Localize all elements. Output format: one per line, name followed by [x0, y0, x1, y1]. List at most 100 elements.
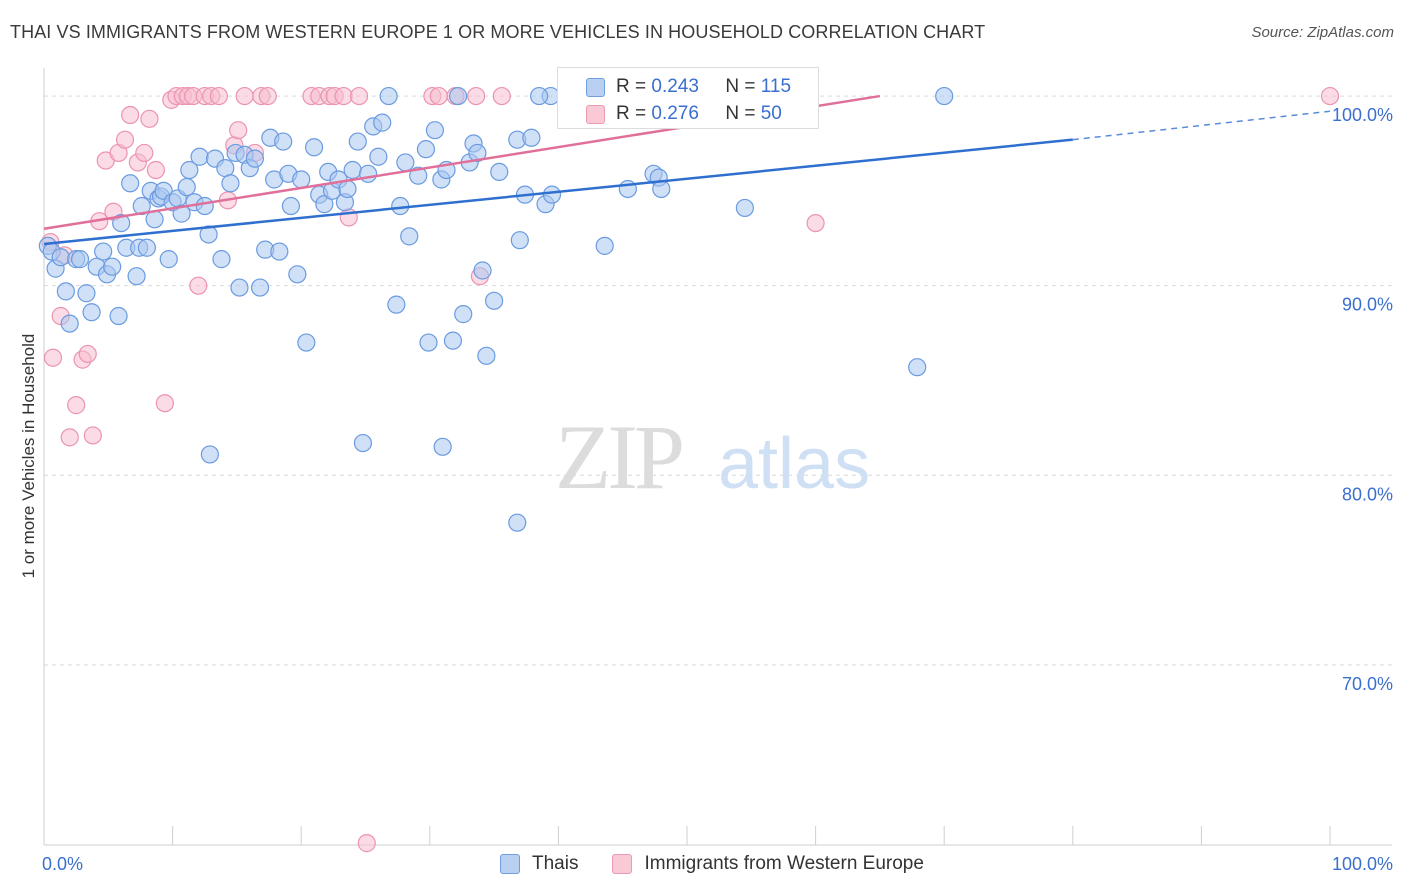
axes: [43, 68, 1392, 846]
thais-point: [103, 257, 122, 276]
thais-point: [353, 433, 373, 453]
immigrants-point: [806, 213, 825, 233]
thais-point: [230, 278, 249, 297]
thais-point: [56, 282, 75, 301]
thais-point: [396, 153, 415, 172]
chart-title: THAI VS IMMIGRANTS FROM WESTERN EUROPE 1…: [10, 22, 986, 42]
immigrants-point: [235, 86, 254, 106]
thais-point: [443, 331, 463, 350]
watermark: ZIP atlas: [555, 406, 870, 508]
thais-point: [448, 86, 468, 106]
thais-point: [270, 242, 289, 261]
y-axis-title: 1 or more Vehicles in Household: [19, 334, 38, 579]
r-value: 0.243: [651, 76, 699, 97]
immigrants-point: [67, 396, 86, 415]
legend-item-thais[interactable]: Thais: [500, 853, 578, 875]
immigrants-point: [466, 86, 486, 106]
thais-point: [60, 314, 79, 333]
legend-item-immigrants[interactable]: Immigrants from Western Europe: [612, 853, 924, 875]
n-value: 50: [760, 103, 782, 124]
immigrants-point: [357, 834, 376, 853]
thais-point: [297, 333, 316, 352]
thais-point: [121, 174, 140, 193]
immigrants-point: [78, 344, 97, 364]
immigrants-point: [135, 143, 154, 163]
immigrants-point: [115, 130, 135, 149]
thais-point: [281, 196, 301, 216]
thais-trend-extension: [1072, 110, 1331, 141]
watermark-zip: ZIP: [555, 406, 682, 508]
immigrants-point: [60, 428, 79, 447]
thais-point: [530, 86, 549, 106]
thais-point: [109, 306, 128, 326]
immigrants-point: [121, 105, 140, 125]
thais-point: [304, 138, 324, 157]
thais-point: [468, 143, 487, 163]
thais-point: [177, 177, 196, 197]
thais-point: [542, 185, 562, 204]
thais-point: [292, 170, 311, 189]
thais-point: [180, 160, 199, 180]
thais-point: [94, 242, 113, 261]
immigrants-point: [492, 86, 511, 106]
thais-point: [137, 238, 156, 257]
y-tick-label: 90.0%: [1342, 295, 1393, 315]
immigrants-point: [1320, 86, 1340, 106]
thais-point: [454, 305, 473, 324]
thais-point: [522, 128, 541, 147]
immigrants-swatch: [612, 854, 633, 874]
stats-row-immigrants: R = 0.276 N = 50: [586, 103, 782, 125]
thais-point: [216, 159, 235, 178]
thais-point: [195, 196, 214, 216]
thais-point: [510, 231, 529, 250]
thais-point: [212, 250, 231, 269]
y-tick-label: 80.0%: [1342, 484, 1393, 504]
r-label: R =: [616, 103, 647, 124]
thais-point: [199, 225, 218, 244]
immigrants-point: [155, 394, 174, 413]
thais-point: [908, 358, 927, 377]
immigrants-point: [140, 109, 159, 128]
thais-point: [387, 295, 406, 314]
immigrants-point: [43, 348, 63, 367]
thais-point: [200, 445, 219, 464]
thais-point: [508, 513, 527, 532]
thais-point: [490, 162, 509, 182]
thais-point: [373, 113, 392, 132]
immigrants-point: [334, 86, 353, 106]
x-tick-label: 0.0%: [42, 854, 83, 874]
x-tick-label: 100.0%: [1332, 854, 1393, 874]
thais-point: [51, 248, 70, 267]
thais-point: [473, 261, 492, 280]
r-label: R =: [616, 76, 647, 97]
thais-point: [343, 160, 362, 180]
thais-point: [112, 213, 131, 233]
thais-point: [595, 236, 614, 255]
immigrants-point: [258, 86, 277, 106]
n-value: 115: [760, 76, 792, 97]
thais-point: [82, 303, 101, 322]
immigrants-point: [209, 86, 228, 106]
immigrants-point: [83, 426, 102, 445]
thais-point: [132, 196, 151, 216]
thais-swatch: [586, 77, 605, 97]
thais-point: [735, 198, 754, 218]
series-immigrants-points: [41, 86, 1340, 853]
thais-point: [425, 121, 445, 140]
immigrants-point: [229, 121, 248, 140]
thais-point: [159, 250, 178, 269]
legend-label-immigrants: Immigrants from Western Europe: [644, 853, 924, 874]
grid-lines: [44, 95, 1392, 666]
thais-point: [416, 140, 436, 159]
thais-point: [190, 147, 209, 166]
thais-point: [250, 278, 270, 297]
immigrants-point: [146, 160, 165, 180]
immigrants-point: [429, 86, 448, 106]
thais-point: [245, 149, 265, 168]
thais-point: [172, 204, 191, 223]
immigrants-swatch: [586, 104, 605, 124]
thais-point: [127, 267, 146, 286]
thais-point: [400, 227, 419, 246]
thais-point: [221, 174, 240, 193]
